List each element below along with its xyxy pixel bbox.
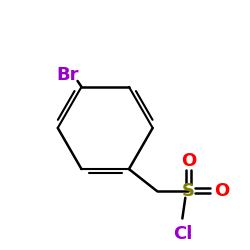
Text: S: S [182,182,195,200]
Text: Cl: Cl [173,225,192,243]
Text: Br: Br [56,66,79,84]
Text: O: O [214,182,230,200]
Text: O: O [181,152,196,170]
